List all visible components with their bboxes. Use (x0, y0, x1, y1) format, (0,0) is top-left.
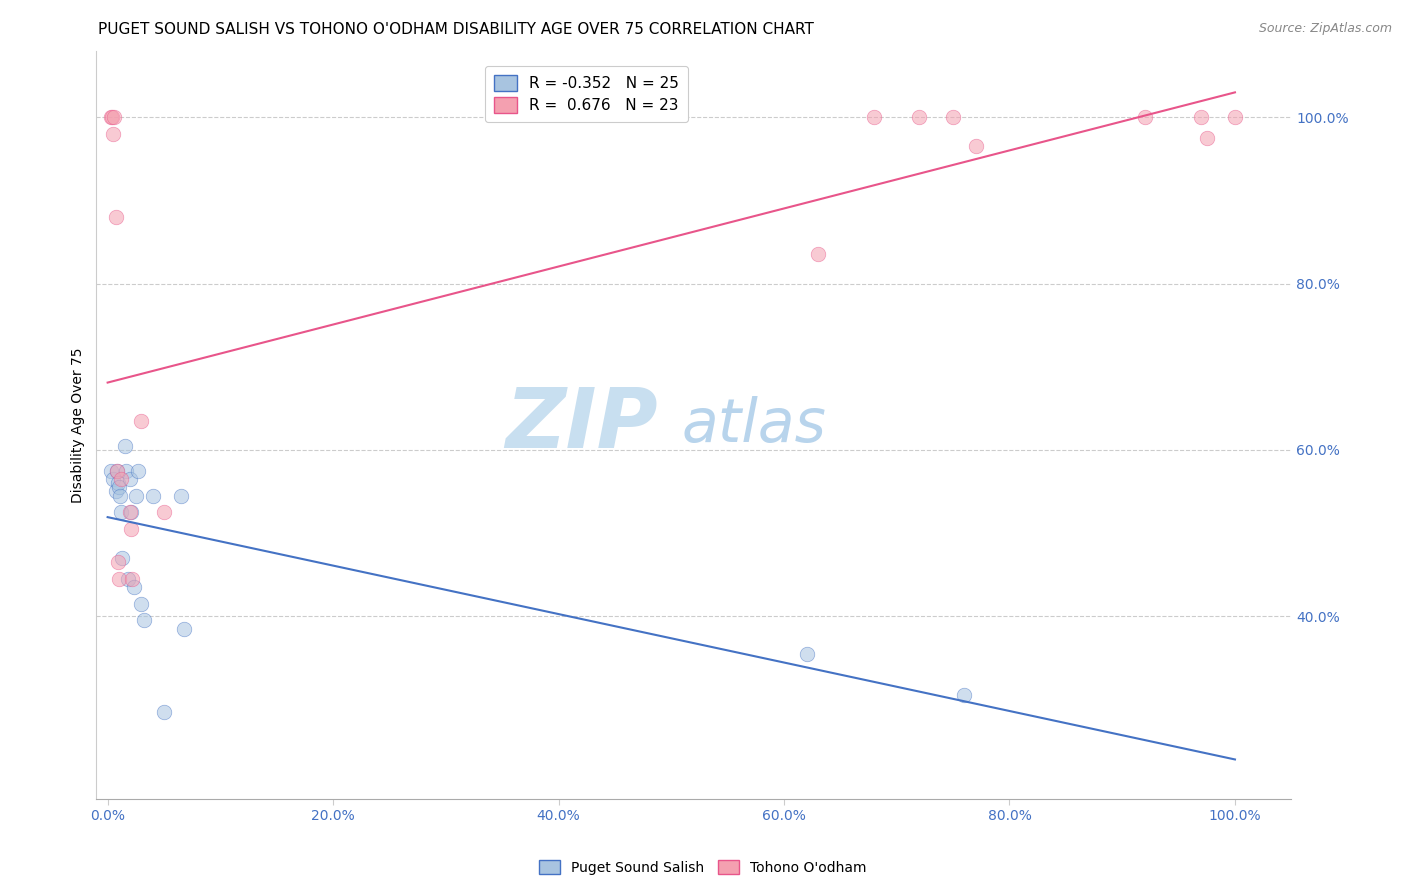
Point (114, 439, 136, 453)
Point (100, 464, 122, 478)
Point (110, 505, 132, 519)
Text: ZIP: ZIP (505, 384, 658, 466)
Point (107, 476, 129, 491)
Point (120, 472, 142, 486)
Point (142, 489, 165, 503)
Point (108, 480, 131, 494)
Point (104, 210, 127, 224)
Text: PUGET SOUND SALISH VS TOHONO O'ODHAM DISABILITY AGE OVER 75 CORRELATION CHART: PUGET SOUND SALISH VS TOHONO O'ODHAM DIS… (98, 22, 814, 37)
Point (120, 505, 142, 519)
Text: Source: ZipAtlas.com: Source: ZipAtlas.com (1258, 22, 1392, 36)
Point (796, 647, 818, 661)
Point (107, 555, 129, 569)
Point (153, 705, 176, 719)
Point (863, 110, 886, 124)
Point (153, 505, 176, 519)
Point (131, 597, 153, 611)
Point (120, 522, 142, 536)
Point (807, 247, 830, 261)
Legend: Puget Sound Salish, Tohono O'odham: Puget Sound Salish, Tohono O'odham (534, 855, 872, 880)
Point (173, 622, 195, 636)
Point (103, 110, 125, 124)
Point (110, 472, 132, 486)
Point (953, 688, 976, 702)
Point (170, 489, 193, 503)
Text: atlas: atlas (682, 396, 827, 454)
Point (125, 489, 148, 503)
Point (131, 414, 153, 428)
Point (1195, 131, 1218, 145)
Point (103, 472, 125, 486)
Point (1133, 110, 1156, 124)
Point (108, 489, 131, 503)
Point (114, 464, 136, 478)
Point (120, 505, 142, 519)
Point (117, 572, 139, 586)
Point (121, 572, 143, 586)
Legend: R = -0.352   N = 25, R =  0.676   N = 23: R = -0.352 N = 25, R = 0.676 N = 23 (485, 66, 688, 122)
Point (105, 464, 128, 478)
Point (942, 110, 965, 124)
Point (105, 464, 128, 478)
Point (103, 127, 125, 141)
Point (132, 613, 155, 627)
Point (101, 110, 124, 124)
Point (104, 484, 127, 499)
Point (108, 572, 131, 586)
Point (100, 110, 122, 124)
Y-axis label: Disability Age Over 75: Disability Age Over 75 (72, 347, 86, 502)
Point (1223, 110, 1246, 124)
Point (127, 464, 149, 478)
Point (1189, 110, 1212, 124)
Point (111, 550, 134, 565)
Point (965, 139, 987, 153)
Point (908, 110, 931, 124)
Point (122, 580, 145, 594)
